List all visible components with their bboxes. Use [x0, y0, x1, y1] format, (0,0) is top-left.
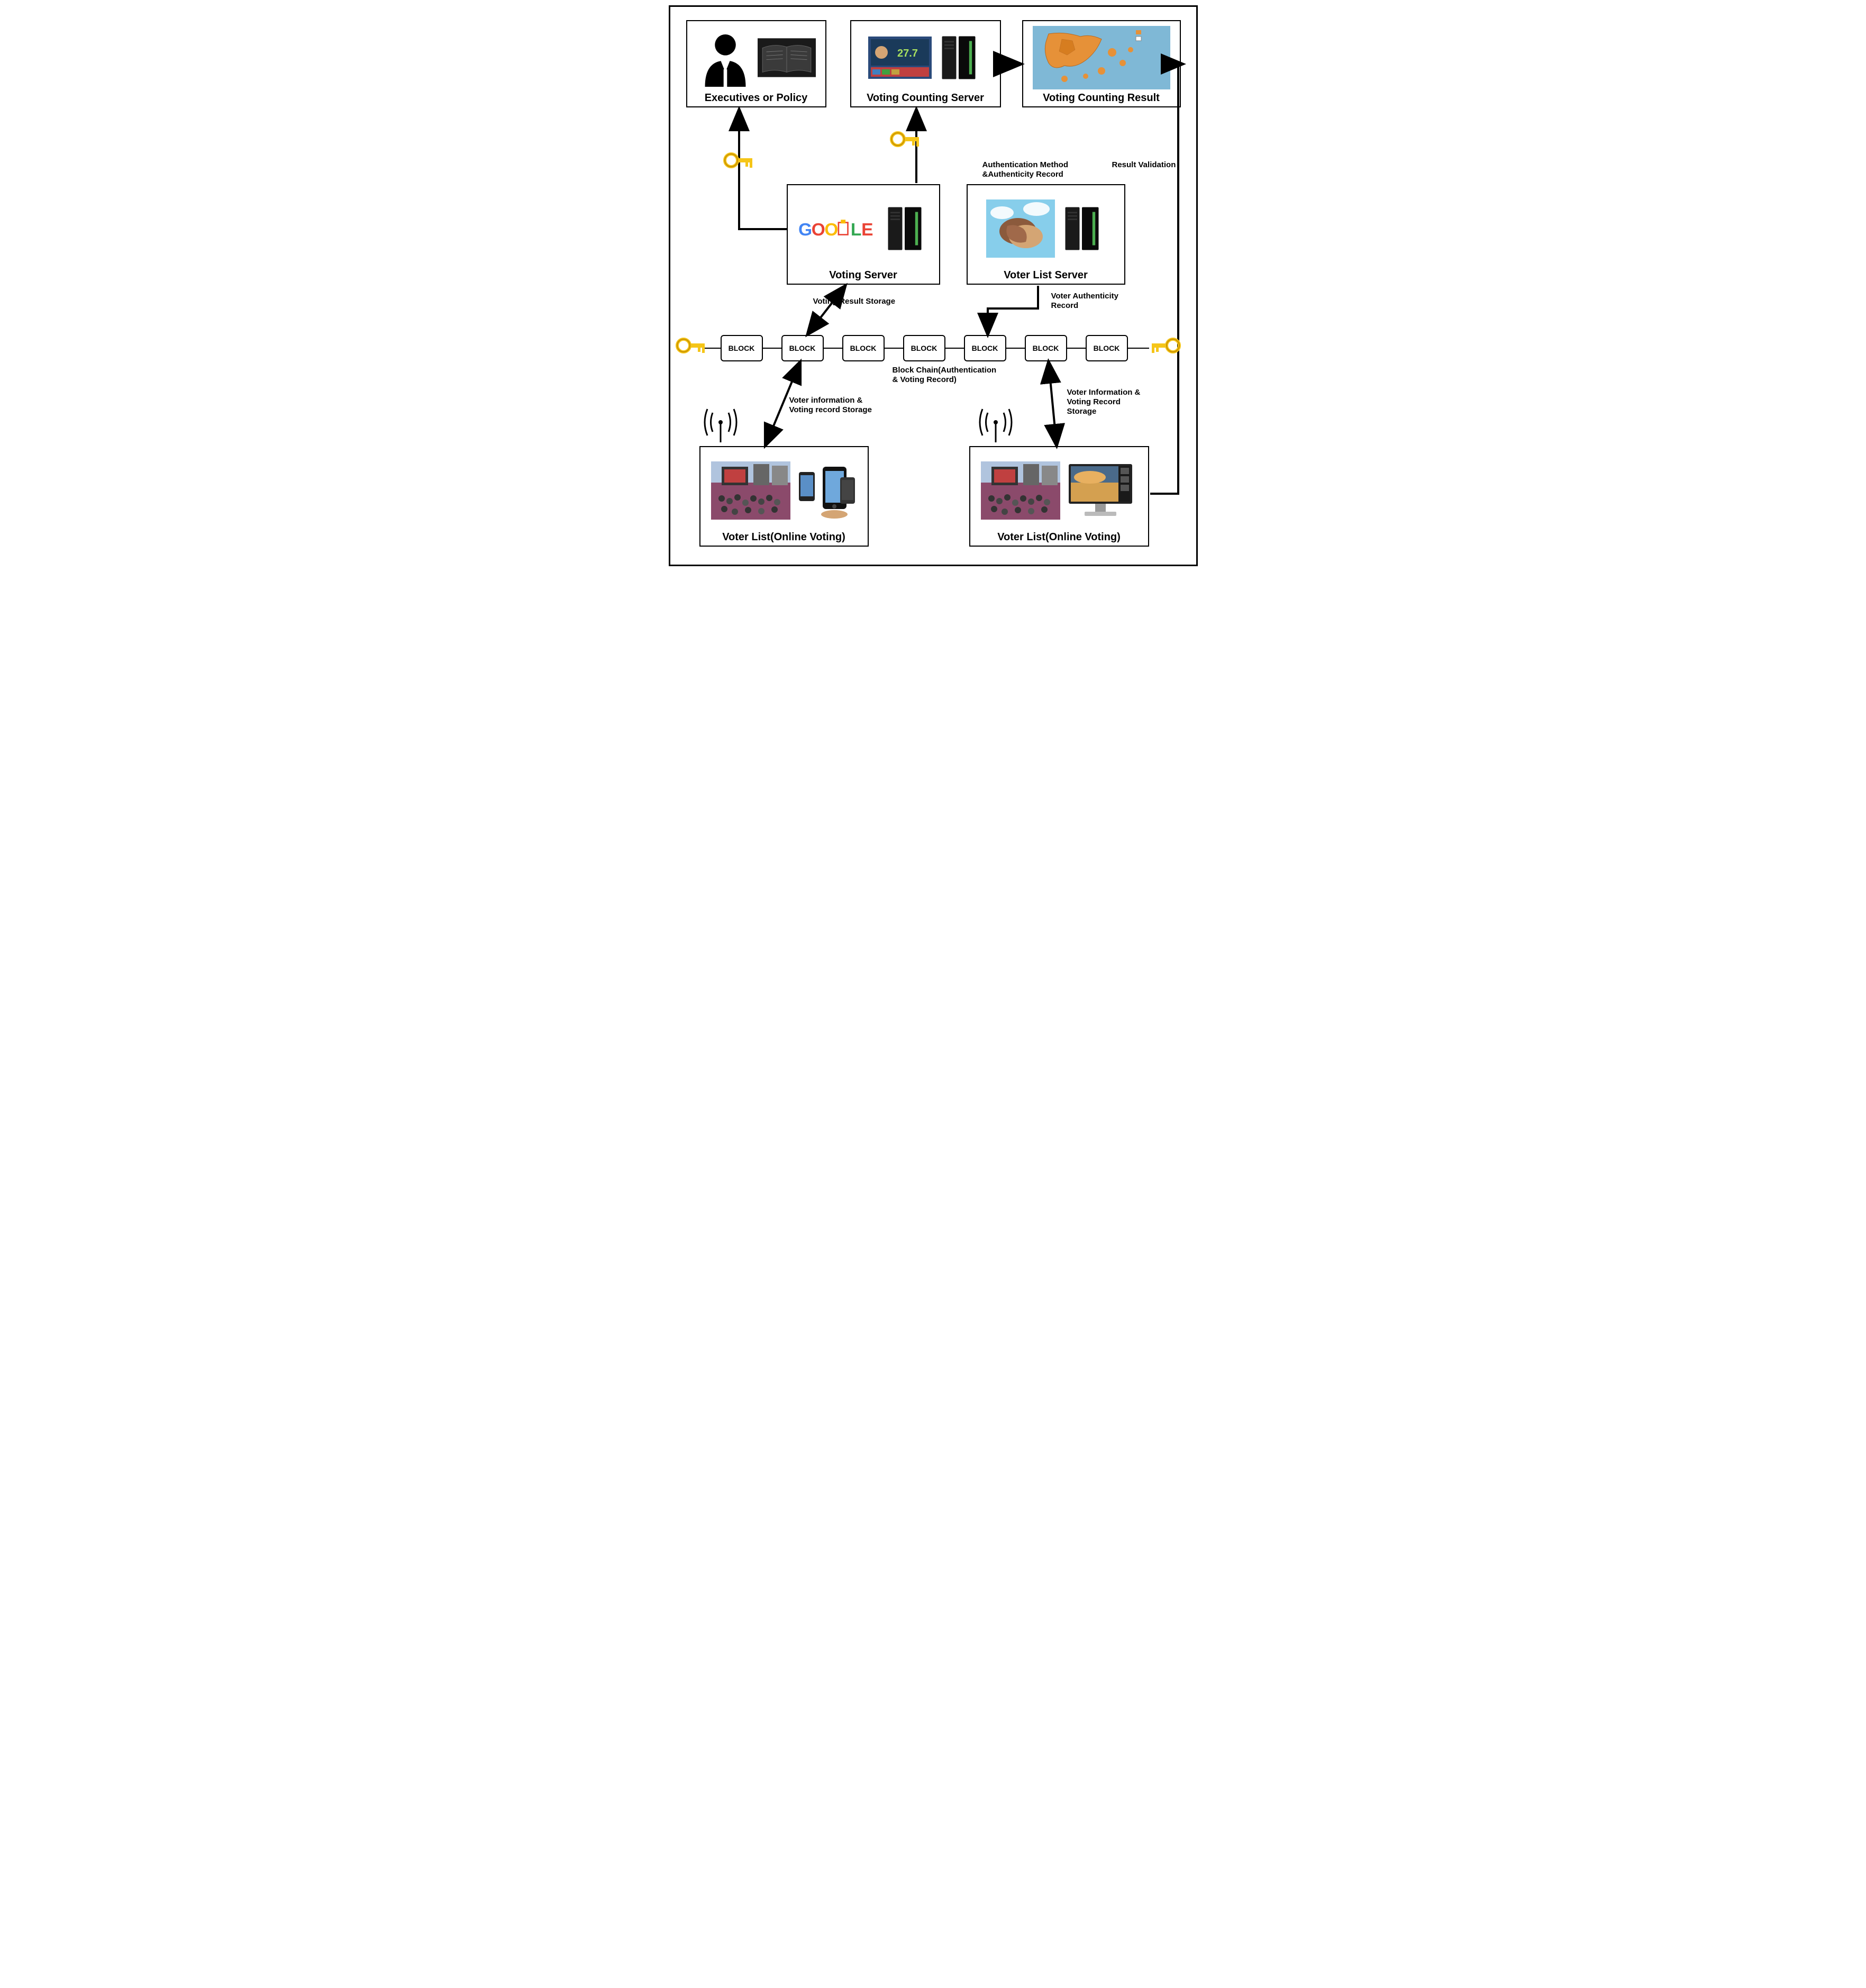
voter-list-right-icon-area	[972, 449, 1146, 531]
block-label: BLOCK	[1033, 344, 1059, 352]
voter-list-right-label: Voter List(Online Voting)	[997, 531, 1121, 543]
block-label: BLOCK	[911, 344, 937, 352]
node-voter-list-server: Voter List Server	[967, 184, 1125, 285]
voter-list-left-label: Voter List(Online Voting)	[722, 531, 845, 543]
wireless-antenna-icon	[699, 401, 742, 443]
blockchain-voting-diagram: Executives or Policy 27.7	[669, 5, 1198, 566]
server-rack-icon	[881, 205, 929, 252]
block-label: BLOCK	[972, 344, 998, 352]
label-auth-method: Authentication Method &Authenticity Reco…	[982, 160, 1068, 179]
block-label: BLOCK	[850, 344, 877, 352]
voting-server-icon-area: G O O L E	[790, 187, 937, 269]
key-icon	[676, 335, 707, 356]
block-1: BLOCK	[721, 335, 763, 361]
block-7: BLOCK	[1086, 335, 1128, 361]
voter-list-server-label: Voter List Server	[1004, 269, 1088, 282]
svg-text:G: G	[798, 220, 812, 240]
block-5: BLOCK	[964, 335, 1006, 361]
node-counting-result: Voting Counting Result	[1022, 20, 1181, 107]
block-6: BLOCK	[1025, 335, 1067, 361]
crowd-icon	[711, 461, 790, 520]
svg-text:O: O	[824, 220, 838, 240]
label-voter-info-right: Voter Information & Voting Record Storag…	[1067, 388, 1141, 416]
key-icon	[1149, 335, 1181, 356]
counting-server-label: Voting Counting Server	[867, 92, 984, 104]
smartphone-icon	[794, 461, 857, 520]
server-rack-icon	[935, 34, 982, 81]
broadcast-screen-icon: 27.7	[868, 37, 932, 79]
svg-text:L: L	[850, 220, 861, 240]
executives-label: Executives or Policy	[705, 92, 808, 104]
block-label: BLOCK	[1094, 344, 1120, 352]
voting-server-label: Voting Server	[829, 269, 897, 282]
executives-icon-area	[689, 23, 823, 92]
node-counting-server: 27.7 Voting Counting Server	[850, 20, 1001, 107]
block-3: BLOCK	[842, 335, 885, 361]
monitor-icon	[1063, 461, 1137, 520]
key-icon	[890, 129, 922, 150]
korea-map-icon	[1033, 26, 1170, 89]
server-rack-icon	[1058, 205, 1106, 252]
svg-text:E: E	[861, 220, 873, 240]
hands-clasped-icon	[986, 199, 1055, 258]
block-4: BLOCK	[903, 335, 945, 361]
label-voting-result-storage: Voting Result Storage	[813, 297, 896, 306]
person-silhouette-icon	[696, 29, 754, 87]
voter-list-left-icon-area	[703, 449, 866, 531]
svg-text:O: O	[811, 220, 825, 240]
label-result-validation: Result Validation	[1112, 160, 1176, 170]
node-voter-list-right: Voter List(Online Voting)	[969, 446, 1149, 547]
label-voter-info-left: Voter information & Voting record Storag…	[789, 396, 872, 415]
counting-server-icon-area: 27.7	[853, 23, 998, 92]
block-label: BLOCK	[789, 344, 816, 352]
label-voter-auth-record: Voter Authenticity Record	[1051, 292, 1119, 311]
block-label: BLOCK	[729, 344, 755, 352]
node-executives: Executives or Policy	[686, 20, 826, 107]
node-voter-list-left: Voter List(Online Voting)	[699, 446, 869, 547]
counting-result-label: Voting Counting Result	[1043, 92, 1160, 104]
svg-text:27.7: 27.7	[897, 48, 918, 59]
wireless-antenna-icon	[975, 401, 1017, 443]
google-logo-icon: G O O L E	[798, 213, 878, 244]
block-2: BLOCK	[781, 335, 824, 361]
node-voting-server: G O O L E Voting Server	[787, 184, 940, 285]
crowd-icon	[981, 461, 1060, 520]
book-icon	[758, 37, 816, 79]
key-icon	[723, 150, 755, 171]
label-blockchain-caption: Block Chain(Authentication & Voting Reco…	[893, 366, 997, 385]
counting-result-icon-area	[1025, 23, 1178, 92]
voter-list-server-icon-area	[970, 187, 1122, 269]
